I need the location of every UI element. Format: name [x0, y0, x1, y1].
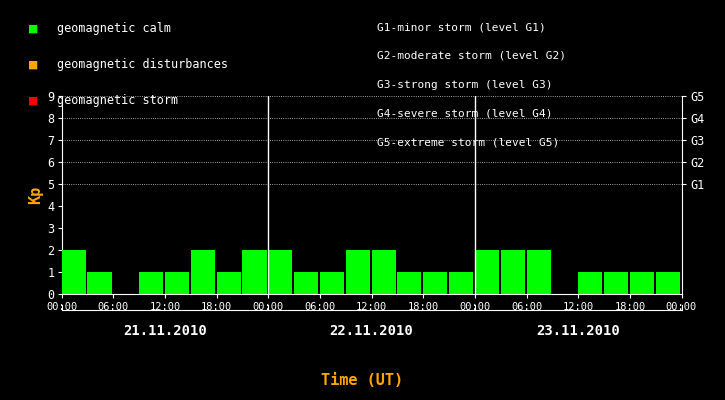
Text: Time (UT): Time (UT)	[321, 373, 404, 388]
Text: G1-minor storm (level G1): G1-minor storm (level G1)	[377, 22, 546, 32]
Text: 22.11.2010: 22.11.2010	[330, 324, 413, 338]
Text: 21.11.2010: 21.11.2010	[123, 324, 207, 338]
Text: G3-strong storm (level G3): G3-strong storm (level G3)	[377, 80, 552, 90]
Bar	[268, 250, 292, 294]
Bar	[88, 272, 112, 294]
Bar	[320, 272, 344, 294]
Text: G5-extreme storm (level G5): G5-extreme storm (level G5)	[377, 137, 559, 147]
Bar	[191, 250, 215, 294]
Text: G4-severe storm (level G4): G4-severe storm (level G4)	[377, 108, 552, 118]
Bar	[655, 272, 680, 294]
Bar	[62, 250, 86, 294]
Bar	[449, 272, 473, 294]
Text: geomagnetic disturbances: geomagnetic disturbances	[57, 58, 228, 71]
Bar	[139, 272, 163, 294]
Bar	[165, 272, 189, 294]
Bar	[397, 272, 421, 294]
Text: 23.11.2010: 23.11.2010	[536, 324, 620, 338]
Bar	[423, 272, 447, 294]
Bar	[346, 250, 370, 294]
Text: G2-moderate storm (level G2): G2-moderate storm (level G2)	[377, 51, 566, 61]
Bar	[475, 250, 499, 294]
Bar	[604, 272, 628, 294]
Bar	[579, 272, 602, 294]
Text: ■: ■	[29, 94, 38, 108]
Text: geomagnetic storm: geomagnetic storm	[57, 94, 178, 107]
Bar	[630, 272, 654, 294]
Bar	[217, 272, 241, 294]
Bar	[242, 250, 267, 294]
Bar	[501, 250, 525, 294]
Text: geomagnetic calm: geomagnetic calm	[57, 22, 170, 35]
Bar	[294, 272, 318, 294]
Text: ■: ■	[29, 58, 38, 72]
Y-axis label: Kp: Kp	[28, 186, 44, 204]
Text: ■: ■	[29, 22, 38, 36]
Bar	[526, 250, 550, 294]
Bar	[371, 250, 396, 294]
